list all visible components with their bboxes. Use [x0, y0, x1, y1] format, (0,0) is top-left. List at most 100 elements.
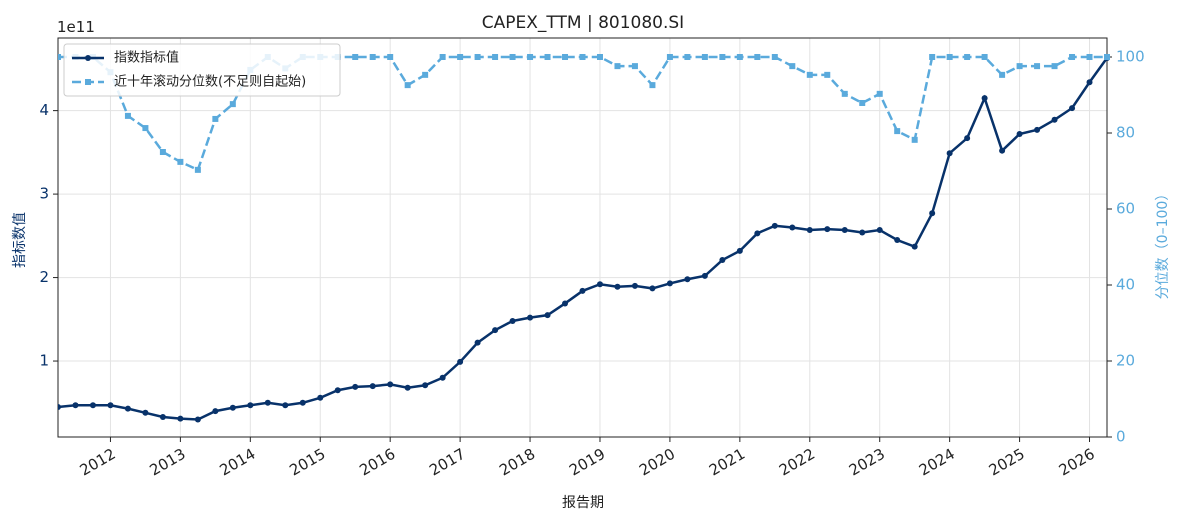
point: [614, 283, 621, 290]
x-tick-label: 2012: [77, 445, 119, 480]
x-tick-label: 2020: [636, 445, 678, 480]
point: [544, 312, 551, 319]
point: [229, 101, 236, 108]
point: [1016, 63, 1023, 70]
point: [439, 374, 446, 381]
point: [457, 54, 464, 60]
point: [159, 149, 166, 155]
x-tick-label: 2023: [846, 445, 888, 480]
point: [264, 399, 271, 406]
point: [1034, 63, 1041, 70]
point: [999, 147, 1006, 154]
point: [317, 394, 324, 401]
point: [1034, 126, 1041, 133]
point: [1051, 116, 1058, 123]
point: [946, 54, 953, 60]
point: [946, 150, 953, 157]
point: [509, 54, 516, 60]
point: [579, 287, 586, 294]
point: [334, 387, 341, 394]
point: [229, 404, 236, 411]
point: [719, 257, 726, 264]
point: [527, 54, 534, 60]
point: [981, 95, 988, 102]
point: [177, 158, 184, 165]
point: [736, 54, 743, 60]
point: [736, 247, 743, 254]
x-tick-label: 2024: [916, 445, 958, 480]
point: [212, 408, 219, 415]
point: [422, 382, 429, 389]
point: [841, 226, 848, 233]
y-tick-label: 3: [39, 185, 49, 203]
point: [369, 54, 376, 60]
point: [544, 54, 551, 60]
point: [142, 409, 149, 416]
point: [719, 54, 726, 60]
point: [142, 125, 149, 132]
point: [841, 90, 848, 97]
point: [666, 280, 673, 287]
y-tick-label: 1: [39, 352, 49, 370]
point: [859, 229, 866, 236]
x-tick-label: 2022: [776, 445, 818, 480]
point: [649, 82, 656, 89]
point: [596, 281, 603, 288]
legend-marker: [85, 55, 91, 61]
point: [771, 54, 778, 60]
point: [72, 402, 79, 409]
point: [527, 314, 534, 321]
plot-frame: [57, 37, 1108, 438]
point: [404, 82, 411, 89]
point: [701, 272, 708, 279]
point: [159, 413, 166, 420]
point: [631, 282, 638, 289]
point: [1069, 54, 1076, 60]
point: [562, 300, 569, 307]
point: [369, 383, 376, 390]
point: [754, 230, 761, 237]
legend-label: 指数指标值: [114, 50, 179, 66]
point: [457, 358, 464, 365]
chart-title: CAPEX_TTM | 801080.SI: [482, 13, 684, 33]
legend-marker: [85, 79, 91, 85]
point: [58, 403, 61, 410]
plot-area: [58, 54, 1110, 423]
point: [492, 54, 499, 60]
x-tick-label: 2015: [286, 445, 328, 480]
y2-tick-label: 60: [1116, 200, 1135, 218]
point: [771, 222, 778, 229]
point: [404, 384, 411, 391]
y-tick-label: 4: [39, 101, 49, 119]
point: [614, 63, 621, 70]
y2-tick-label: 80: [1116, 124, 1135, 142]
y-offset-label: 1e11: [57, 18, 95, 36]
point: [911, 243, 918, 250]
point: [894, 237, 901, 244]
x-tick-label: 2014: [216, 445, 258, 480]
point: [352, 54, 359, 60]
point: [422, 71, 429, 78]
y2-tick-label: 40: [1116, 276, 1135, 294]
x-tick-label: 2019: [566, 445, 608, 480]
point: [299, 399, 306, 406]
point: [876, 226, 883, 233]
point: [964, 54, 971, 60]
point: [1051, 63, 1058, 70]
y2-tick-label: 0: [1116, 428, 1126, 446]
y2-tick-label: 20: [1116, 352, 1135, 370]
point: [999, 71, 1006, 78]
point: [894, 128, 901, 135]
point: [1104, 54, 1110, 60]
point: [631, 63, 638, 70]
x-tick-label: 2021: [706, 445, 748, 480]
point: [194, 166, 201, 173]
point: [352, 383, 359, 390]
point: [194, 416, 201, 423]
point: [754, 54, 761, 60]
point: [439, 54, 446, 60]
point: [58, 54, 61, 60]
point: [1016, 130, 1023, 137]
point: [596, 54, 603, 60]
